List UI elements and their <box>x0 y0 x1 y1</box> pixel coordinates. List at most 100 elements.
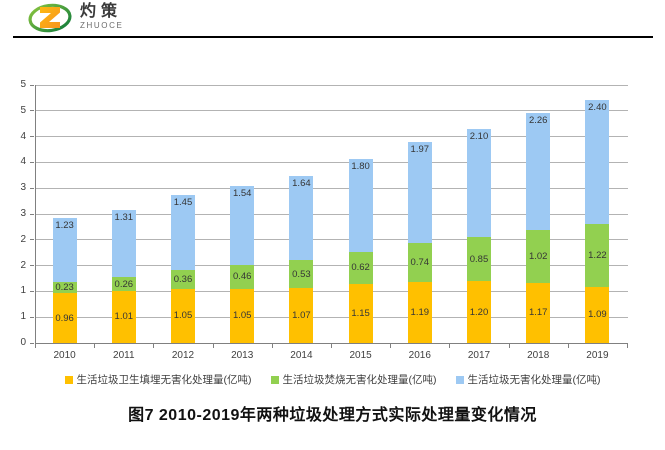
y-gridline <box>36 84 628 86</box>
bar-value-label: 0.85 <box>469 253 489 265</box>
y-axis-tick-label: 4 <box>20 130 26 142</box>
x-axis-category-label: 2010 <box>53 350 76 361</box>
bar-segment-series2-2010: 0.23 <box>52 281 77 294</box>
brand-logo: 灼策 ZHUOCE <box>28 1 123 35</box>
chart-legend: 生活垃圾卫生填埋无害化处理量(亿吨) 生活垃圾焚烧无害化处理量(亿吨) 生活垃圾无害… <box>0 372 665 387</box>
bar-segment-series2-2019: 1.22 <box>585 223 610 287</box>
legend-label: 生活垃圾无害化处理量(亿吨) <box>467 374 601 386</box>
x-axis-category-label: 2019 <box>586 350 609 361</box>
bar-value-label: 2.10 <box>469 130 489 142</box>
y-gridline <box>36 316 628 318</box>
bar-segment-series2-2013: 0.46 <box>230 265 255 289</box>
bar-value-label: 0.74 <box>410 256 430 268</box>
bar-segment-series3-2012: 1.45 <box>171 195 195 271</box>
x-axis-tick-mark <box>508 344 510 348</box>
legend-label: 生活垃圾卫生填埋无害化处理量(亿吨) <box>76 374 252 386</box>
y-axis-tick-mark <box>30 239 34 241</box>
bar-segment-series2-2014: 0.53 <box>289 260 314 288</box>
bar-segment-series1-2011: 1.01 <box>111 290 136 343</box>
legend-item-series1: 生活垃圾卫生填埋无害化处理量(亿吨) <box>64 372 252 387</box>
y-gridline <box>36 265 628 267</box>
y-axis-tick-label: 3 <box>20 182 26 194</box>
y-axis-tick-label: 0 <box>20 337 26 348</box>
x-axis-tick-mark <box>94 344 96 348</box>
bar-value-label: 2.40 <box>588 101 607 113</box>
x-axis-category-label: 2015 <box>349 350 372 361</box>
x-axis-tick-mark <box>567 344 569 348</box>
x-axis-tick-mark <box>212 344 214 348</box>
bar-value-label: 1.17 <box>528 307 548 319</box>
y-axis-tick-mark <box>30 316 34 318</box>
bar-value-label: 1.07 <box>292 309 311 321</box>
bar-value-label: 0.36 <box>173 274 193 286</box>
legend-swatch-icon <box>455 375 464 384</box>
y-axis-tick-label: 1 <box>20 311 26 323</box>
logo-brand-latin: ZHUOCE <box>80 21 124 30</box>
bar-segment-series3-2015: 1.80 <box>348 158 373 252</box>
y-axis-tick-mark <box>30 136 34 138</box>
x-axis-tick-mark <box>35 344 36 348</box>
bar-segment-series1-2012: 1.05 <box>171 288 195 343</box>
x-axis-category-label: 2013 <box>231 350 254 361</box>
y-axis-tick-mark <box>30 110 34 112</box>
bar-value-label: 1.31 <box>114 211 134 223</box>
chart-title: 图7 2010-2019年两种垃圾处理方式实际处理量变化情况 <box>128 407 537 424</box>
bar-value-label: 1.15 <box>351 307 370 319</box>
legend-swatch-icon <box>270 375 279 384</box>
bar-value-label: 1.05 <box>232 310 252 322</box>
bar-value-label: 1.97 <box>410 143 430 155</box>
bar-segment-series2-2015: 0.62 <box>348 251 373 284</box>
bar-value-label: 1.02 <box>528 250 548 262</box>
x-axis-category-label: 2016 <box>408 350 431 361</box>
y-axis-tick-label: 5 <box>20 104 26 116</box>
logo-z-swoosh-icon <box>28 3 72 33</box>
x-axis-category-label: 2017 <box>467 350 491 361</box>
bar-value-label: 0.53 <box>292 268 311 280</box>
bar-segment-series1-2014: 1.07 <box>289 287 314 343</box>
y-axis-tick-label: 5 <box>20 79 26 90</box>
y-gridline <box>36 239 628 241</box>
logo-brand-name: 灼策 <box>80 3 123 20</box>
bar-segment-series1-2015: 1.15 <box>348 283 373 343</box>
bar-segment-series3-2010: 1.23 <box>52 218 77 282</box>
y-axis-tick-mark <box>30 187 34 189</box>
bar-segment-series3-2014: 1.64 <box>289 175 314 261</box>
y-axis-tick-label: 2 <box>20 233 26 245</box>
bar-segment-series2-2018: 1.02 <box>526 229 551 283</box>
bar-segment-series3-2011: 1.31 <box>111 209 136 278</box>
y-axis-tick-mark <box>30 213 34 215</box>
bar-value-label: 0.96 <box>55 312 74 324</box>
y-gridline <box>36 213 628 215</box>
y-gridline <box>36 290 628 292</box>
x-axis-tick-mark <box>153 344 155 348</box>
logo-text: 灼策 ZHUOCE <box>80 4 123 30</box>
x-axis-category-label: 2011 <box>113 350 135 361</box>
x-axis-category-label: 2012 <box>171 350 195 361</box>
bar-value-label: 1.22 <box>588 249 607 261</box>
y-gridline <box>36 136 628 138</box>
y-axis-tick-label: 1 <box>20 285 26 297</box>
x-axis-category-label: 2018 <box>527 350 550 361</box>
y-axis-tick-mark <box>30 265 34 267</box>
y-gridline <box>36 187 628 189</box>
y-axis-tick-mark <box>30 161 34 163</box>
bar-value-label: 2.26 <box>528 115 548 127</box>
x-axis-tick-mark <box>449 344 451 348</box>
legend-item-series2: 生活垃圾焚烧无害化处理量(亿吨) <box>270 372 437 387</box>
bar-value-label: 0.26 <box>114 278 134 290</box>
bar-segment-series1-2016: 1.19 <box>407 281 432 343</box>
x-axis-tick-mark <box>390 344 392 348</box>
bar-segment-series1-2019: 1.09 <box>585 286 610 343</box>
bar-segment-series1-2010: 0.96 <box>52 293 77 343</box>
x-axis-category-label: 2014 <box>290 350 313 361</box>
bar-value-label: 1.19 <box>410 306 430 318</box>
legend-label: 生活垃圾焚烧无害化处理量(亿吨) <box>282 374 437 386</box>
bar-segment-series2-2012: 0.36 <box>171 270 195 289</box>
plot-area <box>35 84 628 344</box>
y-axis-tick-mark <box>30 84 34 86</box>
x-axis-tick-mark <box>331 344 332 348</box>
y-axis-tick-label: 4 <box>20 156 26 168</box>
bar-value-label: 1.09 <box>588 309 607 321</box>
bar-value-label: 1.23 <box>55 220 74 232</box>
